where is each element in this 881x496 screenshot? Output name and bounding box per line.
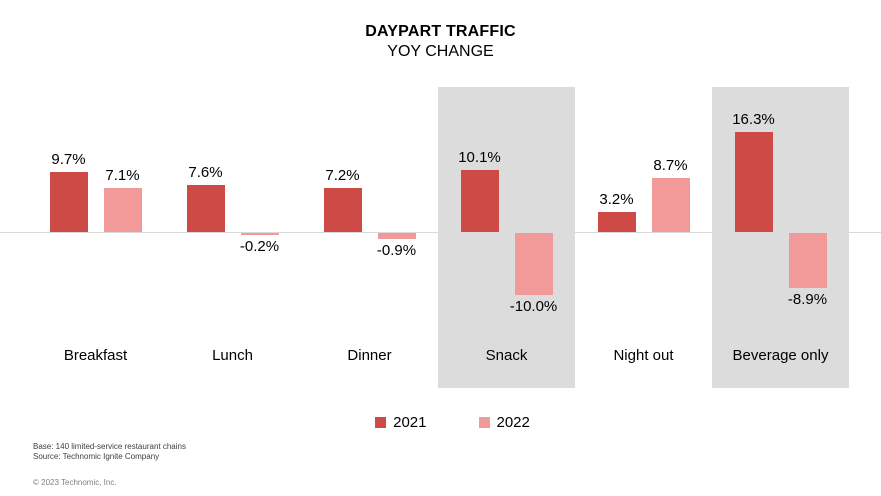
value-label-2021-breakfast: 9.7% xyxy=(51,151,86,169)
footnote-source: Source: Technomic Ignite Company xyxy=(33,451,160,461)
copyright: © 2023 Technomic, Inc. xyxy=(33,478,117,487)
category-label-dinner: Dinner xyxy=(347,347,392,364)
chart-title: DAYPART TRAFFIC xyxy=(365,23,516,40)
category-label-night-out: Night out xyxy=(613,347,674,364)
highlight-panel-beverage-only xyxy=(712,87,849,388)
chart-subtitle: YOY CHANGE xyxy=(387,43,494,60)
value-label-2021-lunch: 7.6% xyxy=(188,164,223,182)
value-label-2022-night-out: 8.7% xyxy=(653,157,688,175)
value-label-2022-lunch: -0.2% xyxy=(239,237,280,255)
bar-2021-night-out xyxy=(597,212,636,232)
value-label-2022-snack: -10.0% xyxy=(509,297,558,315)
footnotes: Base: 140 limited-service restaurant cha… xyxy=(33,442,186,461)
category-label-lunch: Lunch xyxy=(212,347,253,364)
legend-item-2022: 2022 xyxy=(478,414,530,431)
value-label-2021-beverage-only: 16.3% xyxy=(732,110,775,128)
bar-2021-dinner xyxy=(323,187,362,232)
legend-item-2021: 2021 xyxy=(375,414,427,431)
title-block: DAYPART TRAFFIC YOY CHANGE xyxy=(0,22,881,62)
legend-swatch-2021-icon xyxy=(375,417,387,428)
legend-label-2021: 2021 xyxy=(393,414,427,431)
bar-2022-breakfast xyxy=(103,188,142,232)
legend-swatch-2022-icon xyxy=(478,417,490,428)
category-label-breakfast: Breakfast xyxy=(63,347,128,364)
value-label-2022-breakfast: 7.1% xyxy=(105,167,140,185)
bar-2021-lunch xyxy=(186,185,225,232)
value-label-2021-dinner: 7.2% xyxy=(325,166,360,184)
legend: 2021 2022 xyxy=(0,414,881,431)
bar-2022-beverage-only xyxy=(788,233,827,288)
bar-2022-snack xyxy=(514,233,553,295)
bar-2021-beverage-only xyxy=(734,131,773,232)
category-label-beverage-only: Beverage only xyxy=(732,347,829,364)
bar-2022-dinner xyxy=(377,233,416,239)
footnote-base: Base: 140 limited-service restaurant cha… xyxy=(33,442,186,451)
bar-2021-snack xyxy=(460,169,499,232)
value-label-2022-beverage-only: -8.9% xyxy=(787,290,828,308)
bar-2022-lunch xyxy=(240,233,279,235)
highlight-panel-snack xyxy=(438,87,575,388)
value-label-2022-dinner: -0.9% xyxy=(376,241,417,259)
bar-2021-breakfast xyxy=(49,172,88,232)
legend-label-2022: 2022 xyxy=(496,414,530,431)
category-label-snack: Snack xyxy=(485,347,528,364)
bar-2022-night-out xyxy=(651,178,690,232)
value-label-2021-snack: 10.1% xyxy=(458,148,501,166)
value-label-2021-night-out: 3.2% xyxy=(599,191,634,209)
